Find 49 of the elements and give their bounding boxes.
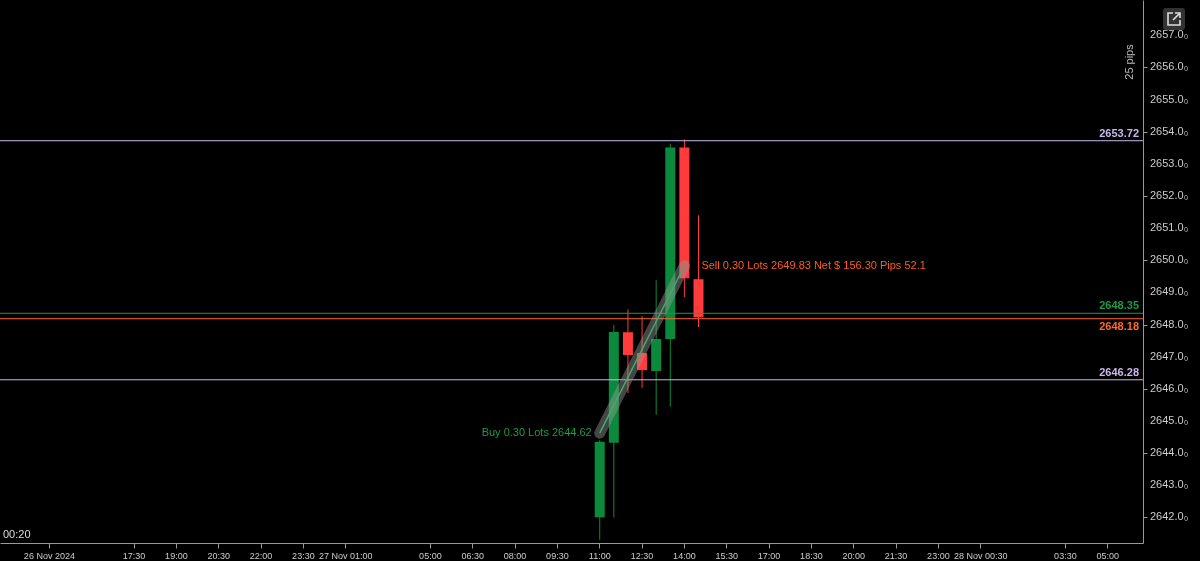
- ref-line-label: 2653.72: [1099, 126, 1139, 139]
- x-tick-label: 26 Nov 2024: [23, 550, 75, 561]
- x-tick-label: 17:00: [757, 550, 781, 561]
- y-tick-label: 2643.0₀: [1150, 478, 1189, 491]
- y-tick-label: 2645.0₀: [1150, 413, 1189, 426]
- y-tick-label: 2653.0₀: [1150, 156, 1189, 169]
- x-tick-label: 20:00: [842, 550, 865, 561]
- x-tick-label: 09:30: [546, 550, 569, 561]
- x-tick-label: 03:30: [1054, 550, 1077, 561]
- x-tick-label: 11:00: [588, 550, 611, 561]
- y-tick-label: 2644.0₀: [1150, 446, 1189, 459]
- x-tick-label: 23:30: [292, 550, 315, 561]
- candlestick: [637, 315, 648, 389]
- x-tick-label: 28 Nov 00:30: [953, 550, 1008, 561]
- x-tick-label: 15:30: [715, 550, 738, 561]
- y-tick-label: 2655.0₀: [1150, 92, 1189, 105]
- x-tick-label: 23:00: [927, 550, 950, 561]
- y-tick-label: 2649.0₀: [1150, 285, 1189, 298]
- ref-line-label: 2648.35: [1099, 299, 1139, 312]
- x-tick-label: 22:00: [249, 550, 273, 561]
- y-tick-label: 2656.0₀: [1150, 60, 1189, 73]
- y-tick-label: 2647.0₀: [1150, 349, 1189, 362]
- y-tick-label: 2642.0₀: [1150, 510, 1189, 523]
- ref-line-label: 2648.18: [1099, 319, 1139, 332]
- x-tick-label: 08:00: [503, 550, 527, 561]
- y-tick-label: 2648.0₀: [1150, 317, 1189, 330]
- x-tick-label: 27 Nov 01:00: [318, 550, 373, 561]
- y-tick-label: 2657.0₀: [1150, 28, 1189, 41]
- x-tick-label: 19:00: [165, 550, 188, 561]
- x-tick-label: 06:30: [461, 550, 484, 561]
- y-tick-label: 2646.0₀: [1150, 381, 1189, 394]
- candlestick: [622, 308, 633, 394]
- y-tick-label: 2652.0₀: [1150, 188, 1189, 201]
- x-tick-label: 14:00: [673, 550, 696, 561]
- ref-line-label: 2646.28: [1099, 365, 1139, 378]
- x-tick-label: 12:30: [630, 550, 654, 561]
- y-tick-label: 2650.0₀: [1150, 253, 1189, 266]
- annotation: 25 pips: [1123, 43, 1135, 80]
- x-tick-label: 20:30: [207, 550, 230, 561]
- x-tick-label: 05:00: [419, 550, 442, 561]
- x-tick-label: 05:00: [1096, 550, 1119, 561]
- annotation: Sell 0.30 Lots 2649.83 Net $ 156.30 Pips 52.1: [701, 258, 926, 271]
- annotation: Buy 0.30 Lots 2644.62: [481, 426, 592, 439]
- y-tick-label: 2654.0₀: [1150, 124, 1189, 137]
- annotation: 00:20: [3, 528, 31, 540]
- x-tick-label: 17:30: [122, 550, 146, 561]
- x-tick-label: 21:30: [884, 550, 908, 561]
- x-tick-label: 18:30: [800, 550, 823, 561]
- y-tick-label: 2651.0₀: [1150, 221, 1189, 234]
